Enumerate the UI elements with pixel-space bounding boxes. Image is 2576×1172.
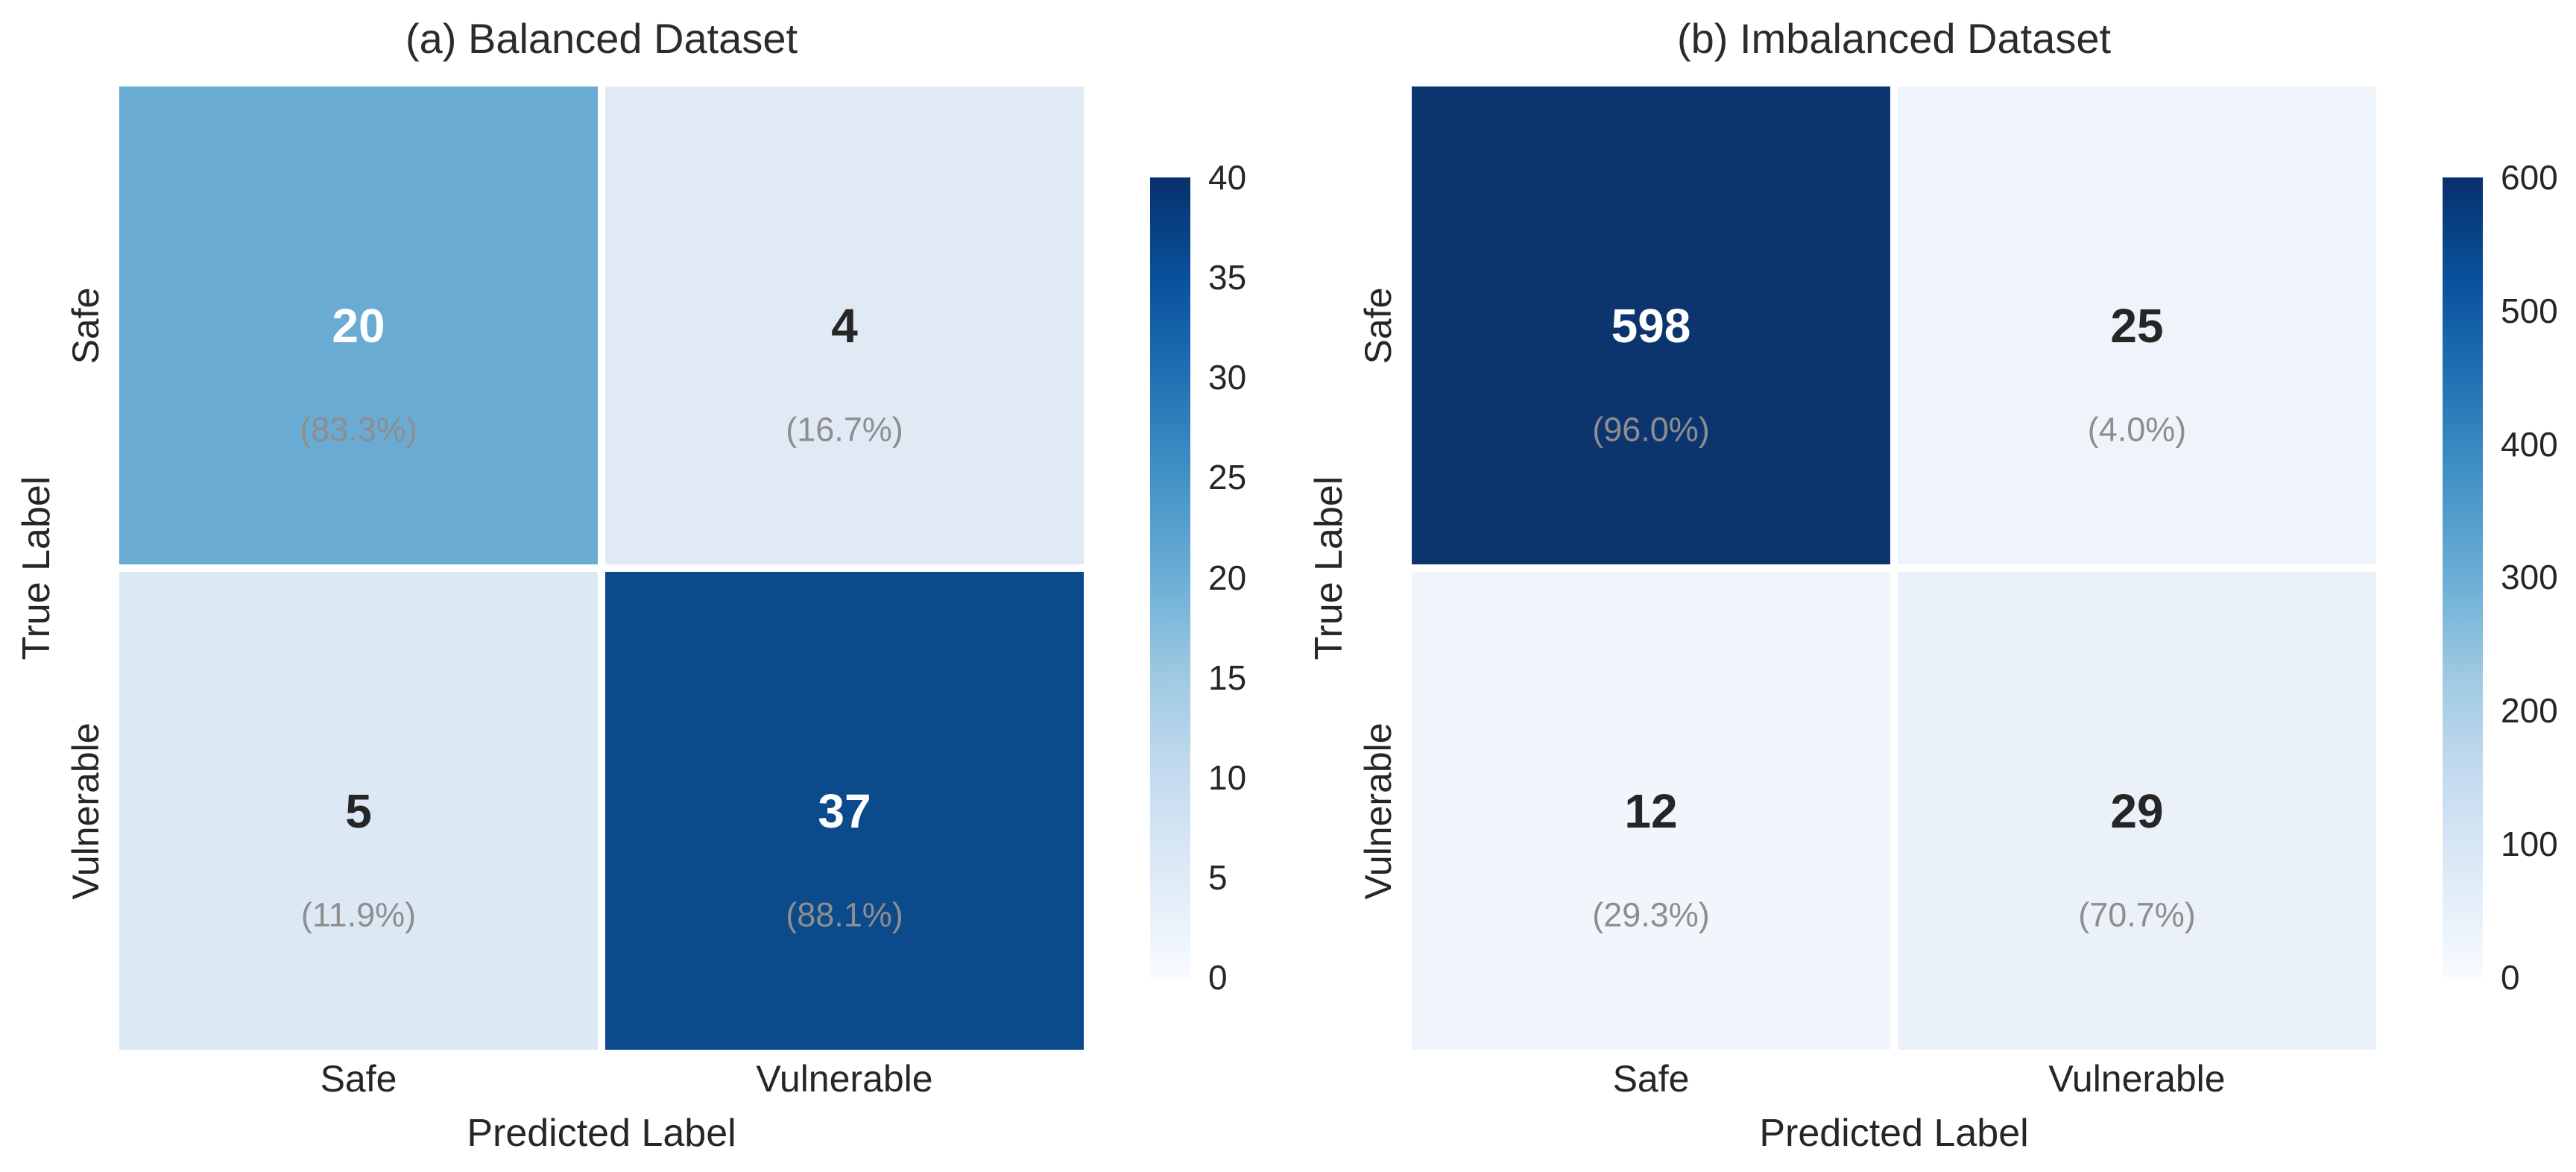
cell-count: 12 [1624,784,1678,838]
cell-percent: (83.3%) [300,410,417,449]
cell-count: 29 [2110,784,2164,838]
colorbar [2443,177,2483,977]
y-tick-safe: Safe [1357,287,1399,365]
matrix-cell-true-safe-pred-vulnerable: 4 (16.7%) [605,86,1084,564]
heatmap-grid: 20 (83.3%) 4 (16.7%) 5 (11.9%) 37 (88.1%… [119,86,1084,1050]
cell-count: 25 [2110,298,2164,353]
cell-percent: (96.0%) [1592,410,1710,449]
chart-balanced: (a) Balanced Dataset True Label Safe Vul… [15,15,1247,1155]
cell-count: 598 [1611,298,1691,353]
cell-percent: (11.9%) [300,895,417,934]
chart-title: (a) Balanced Dataset [405,15,798,62]
matrix-cell-true-vulnerable-pred-vulnerable: 29 (70.7%) [1898,572,2376,1050]
colorbar-tick-label: 15 [1208,658,1247,697]
chart-imbalanced: (b) Imbalanced Dataset True Label Safe V… [1292,0,2576,1172]
colorbar-tick-label: 0 [1208,958,1228,997]
cell-percent: (16.7%) [786,410,903,449]
colorbar-tick-label: 200 [2501,691,2558,730]
cell-percent: (29.3%) [1592,895,1710,934]
colorbar-tick-label: 600 [2501,158,2558,197]
colorbar-tick-label: 400 [2501,425,2558,464]
cell-count: 37 [818,784,871,838]
colorbar-tick-label: 40 [1208,158,1247,197]
cell-count: 20 [332,298,385,353]
matrix-cell-true-vulnerable-pred-safe: 12 (29.3%) [1412,572,1890,1050]
x-axis-label: Predicted Label [1759,1112,2029,1155]
matrix-cell-true-vulnerable-pred-vulnerable: 37 (88.1%) [605,572,1084,1050]
y-tick-safe: Safe [65,287,107,365]
colorbar-tick-label: 500 [2501,292,2558,330]
y-axis-label: True Label [1307,476,1351,661]
cell-count: 5 [345,784,372,838]
colorbar-tick-label: 35 [1208,258,1247,297]
cell-count: 4 [831,298,858,353]
chart-title: (b) Imbalanced Dataset [1676,15,2112,62]
cell-percent: (4.0%) [2087,410,2187,449]
cell-percent: (88.1%) [786,895,903,934]
colorbar-tick-label: 10 [1208,758,1247,797]
y-axis-label: True Label [15,476,58,661]
x-tick-safe: Safe [1612,1058,1690,1100]
y-tick-vulnerable: Vulnerable [1357,722,1399,900]
colorbar-tick-label: 20 [1208,558,1247,597]
colorbar-tick-label: 100 [2501,825,2558,863]
x-tick-vulnerable: Vulnerable [2048,1058,2226,1100]
matrix-cell-true-safe-pred-vulnerable: 25 (4.0%) [1898,86,2376,564]
matrix-cell-true-safe-pred-safe: 598 (96.0%) [1412,86,1890,564]
colorbar-tick-label: 300 [2501,558,2558,596]
colorbar-tick-label: 0 [2501,958,2520,997]
matrix-cell-true-vulnerable-pred-safe: 5 (11.9%) [119,572,598,1050]
cell-percent: (70.7%) [2078,895,2196,934]
heatmap-grid: 598 (96.0%) 25 (4.0%) 12 (29.3%) 29 (70.… [1412,86,2376,1050]
x-tick-safe: Safe [320,1058,397,1100]
x-axis-label: Predicted Label [467,1112,736,1155]
colorbar-tick-label: 25 [1208,458,1247,497]
y-tick-vulnerable: Vulnerable [65,722,107,900]
colorbar-tick-label: 5 [1208,858,1228,897]
matrix-cell-true-safe-pred-safe: 20 (83.3%) [119,86,598,564]
x-tick-vulnerable: Vulnerable [756,1058,933,1100]
colorbar-tick-label: 30 [1208,358,1247,397]
colorbar [1150,177,1190,977]
